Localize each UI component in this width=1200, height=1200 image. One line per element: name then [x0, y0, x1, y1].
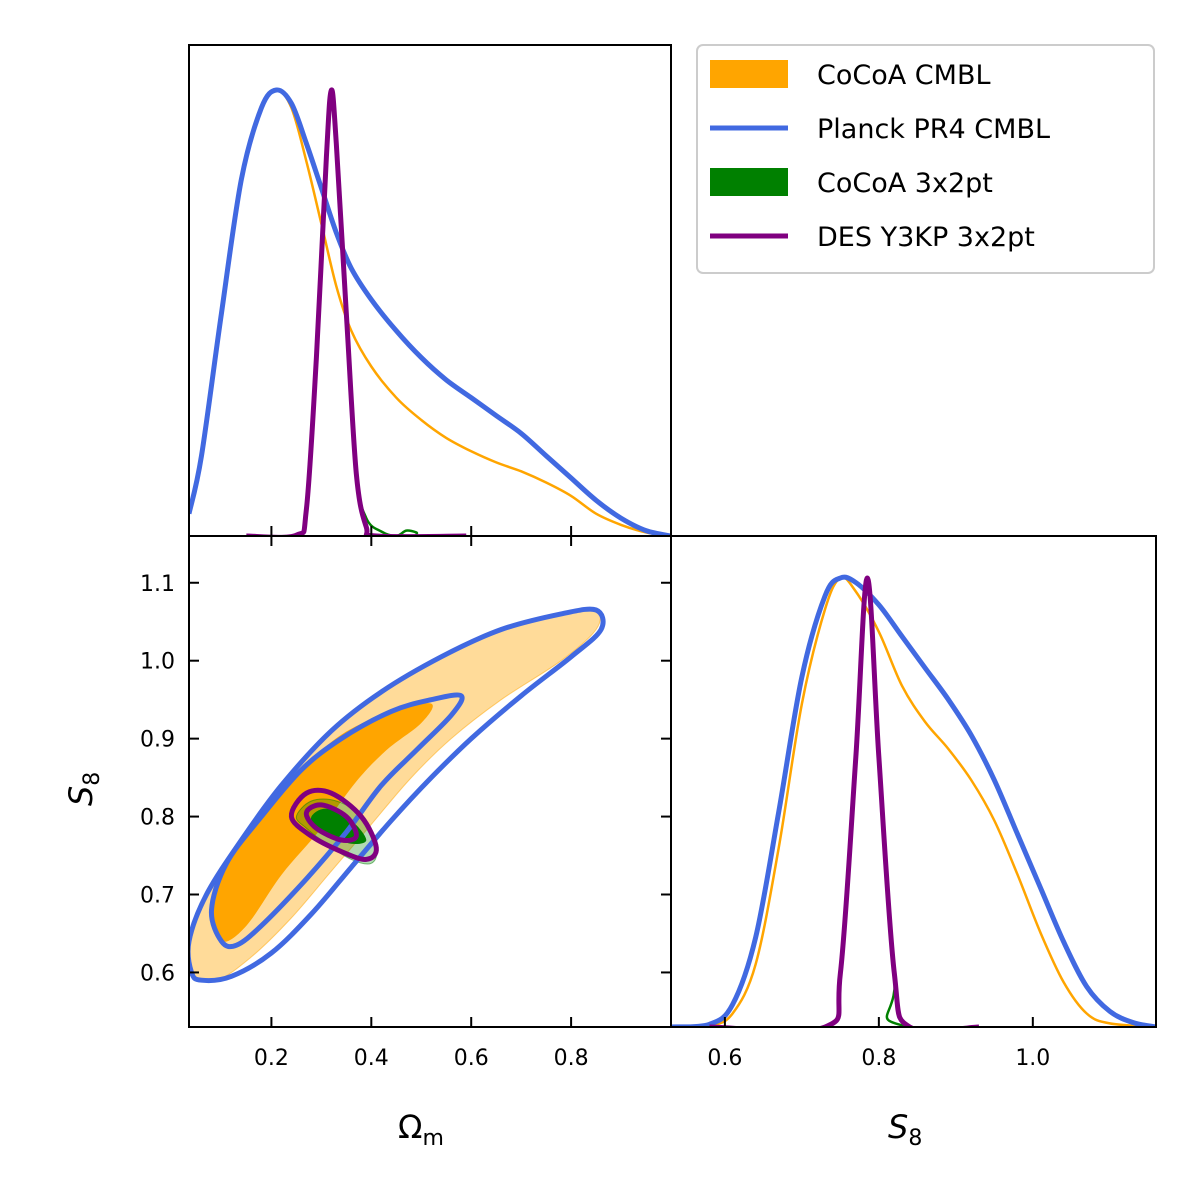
cocoa-cmbl-s8-posterior [671, 576, 1156, 1027]
omega-m-label-main: Ω [398, 1108, 422, 1146]
legend: CoCoA CMBL Planck PR4 CMBL CoCoA 3x2pt DES … [696, 44, 1155, 274]
cocoa-3x2pt-contour-68 [310, 808, 367, 845]
s8-y-tick-label: 1.1 [140, 572, 175, 597]
des-y3kp-3x2pt-s8-posterior [709, 575, 979, 1027]
s8-y-tick-label: 0.6 [140, 961, 175, 986]
omega-m-1d-panel [189, 45, 671, 536]
s8-y-label-main: S [62, 786, 100, 806]
legend-label-cocoa-3x2pt: CoCoA 3x2pt [817, 168, 993, 199]
s8-y-tick-label: 1.0 [140, 650, 175, 675]
omega-m-label-sub: m [422, 1126, 443, 1151]
s8-x-label-main: S [888, 1108, 908, 1146]
s8-x-label-sub: 8 [908, 1126, 922, 1151]
des-y3kp-3x2pt-omega-m-posterior [246, 87, 467, 536]
x-axis-label-omega-m: Ωm [398, 1108, 444, 1151]
des-y3kp-3x2pt-contour-95 [288, 787, 379, 862]
planck-pr4-cmbl-contour-68 [208, 692, 465, 950]
s8-x-tick-label: 0.6 [707, 1046, 742, 1071]
s8-1d-frame [670, 535, 1157, 1028]
s8-x-tick-label: 0.8 [861, 1046, 896, 1071]
y-axis-label-s8: S8 [62, 772, 105, 806]
s8-y-label-sub: 8 [80, 772, 105, 786]
legend-swatch-cocoa-cmbl [710, 60, 788, 88]
s8-1d-panel [671, 536, 1156, 1027]
legend-label-planck-pr4-cmbl: Planck PR4 CMBL [817, 114, 1050, 145]
planck-pr4-cmbl-contour-95 [189, 606, 606, 984]
s8-y-tick-label: 0.8 [140, 806, 175, 831]
s8-y-tick-label: 0.7 [140, 884, 175, 909]
legend-label-des-y3kp-3x2pt: DES Y3KP 3x2pt [817, 222, 1035, 253]
s8-x-tick-label: 1.0 [1015, 1046, 1050, 1071]
planck-pr4-cmbl-s8-posterior [671, 574, 1156, 1027]
omega-m-tick-label: 0.4 [354, 1046, 389, 1071]
legend-label-cocoa-cmbl: CoCoA CMBL [817, 60, 991, 91]
legend-swatch-cocoa-3x2pt [710, 168, 788, 196]
des-y3kp-3x2pt-contour-68 [303, 802, 359, 843]
s8-y-tick-label: 0.9 [140, 728, 175, 753]
omega-m-tick-label: 0.2 [254, 1046, 289, 1071]
planck-pr4-cmbl-omega-m-posterior [189, 87, 671, 536]
legend-box [696, 44, 1155, 274]
x-axis-label-s8: S8 [888, 1108, 922, 1151]
omega-m-tick-label: 0.8 [554, 1046, 589, 1071]
omega-m-tick-label: 0.6 [454, 1046, 489, 1071]
